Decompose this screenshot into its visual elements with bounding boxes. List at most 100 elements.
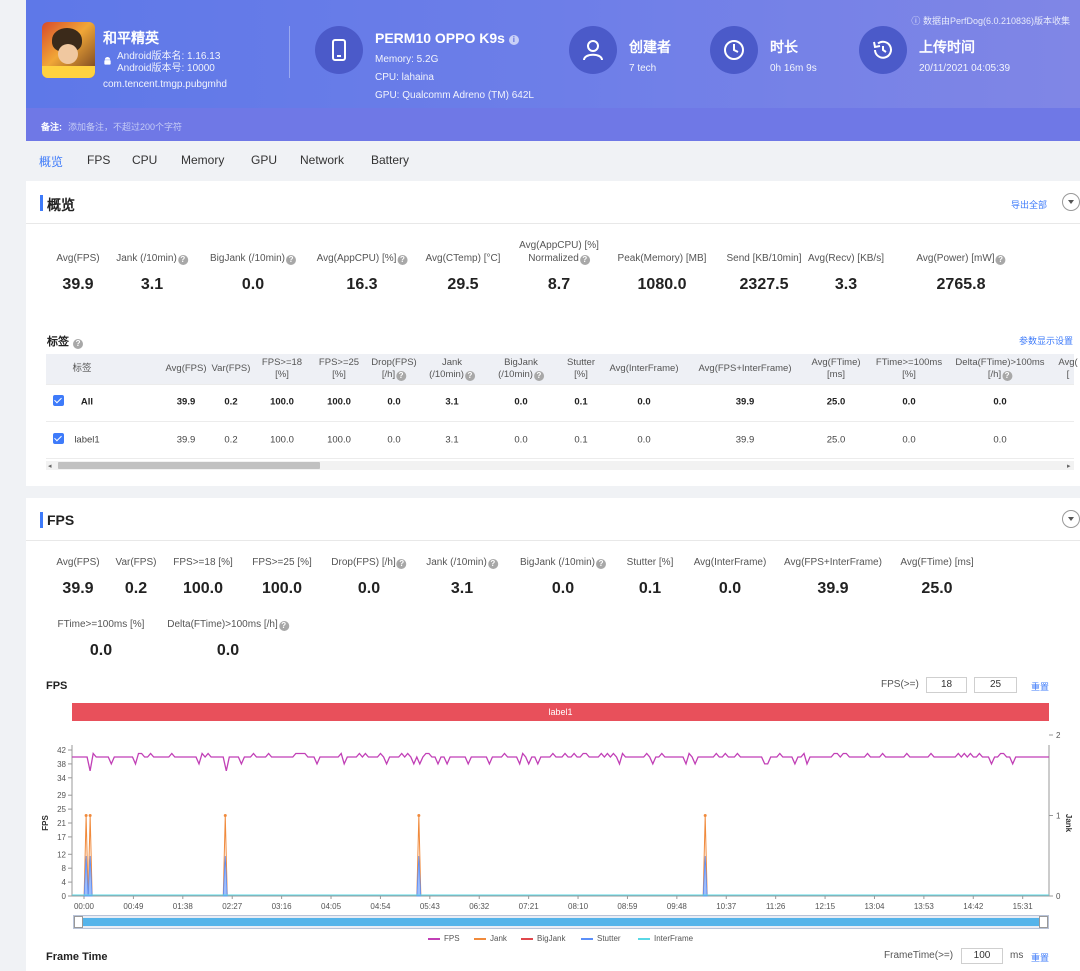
table-cell: 39.9: [176, 434, 196, 446]
help-icon[interactable]: ?: [396, 371, 407, 381]
info-icon: ⓘ: [911, 16, 921, 26]
metric-label-text: Jank (/10min): [426, 557, 487, 568]
metric-label-text: Stutter [%]: [626, 557, 674, 568]
help-icon[interactable]: ?: [177, 255, 188, 265]
fps-series-line: [72, 752, 1049, 772]
x-tick-label: 13:53: [914, 902, 935, 911]
header-divider: [289, 26, 290, 78]
range-handle-left[interactable]: [74, 916, 83, 928]
export-all-link[interactable]: 导出全部: [1011, 200, 1048, 210]
android-version-name: Android版本名: 1.16.13: [117, 51, 221, 62]
overview-metric-value: 29.5: [447, 276, 479, 293]
user-icon: [583, 40, 603, 61]
fps-metric-label: Delta(FTime)>100ms [/h]?: [167, 618, 289, 631]
table-cell: 0.2: [224, 396, 238, 408]
tab-battery[interactable]: Battery: [371, 153, 410, 167]
legend-label: FPS: [444, 934, 460, 943]
x-tick-label: 07:21: [519, 902, 540, 911]
fps-threshold-1-input[interactable]: 18: [926, 677, 967, 693]
x-tick-label: 02:27: [222, 902, 243, 911]
metric-label-text: Delta(FTime)>100ms [/h]: [167, 619, 278, 630]
stutter-spike: [83, 855, 89, 897]
tab-memory[interactable]: Memory: [181, 153, 225, 167]
label-segment-bar[interactable]: label1: [72, 703, 1049, 721]
table-scrollbar[interactable]: [46, 461, 1074, 470]
column-header-text: Drop(FPS): [371, 357, 417, 368]
table-header: [46, 354, 1074, 384]
table-column-header: Avg(FTime) [ms]: [811, 357, 860, 381]
time-range-slider[interactable]: [73, 915, 1049, 929]
tab-fps[interactable]: FPS: [87, 153, 111, 167]
card-divider: [26, 223, 1080, 224]
remark-input[interactable]: 添加备注，不超过200个字符: [68, 122, 183, 132]
table-cell: 100.0: [327, 434, 351, 446]
table-cell: 0.0: [387, 434, 401, 446]
fps-metric-value: 0.0: [216, 642, 240, 659]
param-settings-link[interactable]: 参数显示设置: [1019, 336, 1074, 346]
legend-item[interactable]: FPS: [428, 934, 460, 943]
tab-cpu[interactable]: CPU: [132, 153, 158, 167]
table-scrollbar-thumb[interactable]: [58, 462, 320, 469]
collapse-fps-button[interactable]: [1062, 510, 1080, 528]
tab-gpu[interactable]: GPU: [251, 153, 278, 167]
legend-item[interactable]: Stutter: [581, 934, 621, 943]
help-icon[interactable]: ?: [286, 255, 297, 265]
help-icon[interactable]: ?: [995, 255, 1006, 265]
range-selection[interactable]: [83, 918, 1039, 926]
stutter-spike: [416, 855, 422, 897]
range-handle-right[interactable]: [1039, 916, 1048, 928]
fps-metric-label: Avg(FPS+InterFrame): [784, 556, 882, 569]
frame-time-reset-link[interactable]: 重置: [1031, 953, 1050, 963]
row-checkbox[interactable]: [53, 395, 64, 406]
stutter-spike: [222, 855, 228, 897]
tab-network[interactable]: Network: [300, 153, 345, 167]
legend-item[interactable]: InterFrame: [638, 934, 693, 943]
creator-title: 创建者: [629, 39, 671, 55]
help-icon[interactable]: ?: [533, 371, 544, 381]
table-cell: 100.0: [270, 396, 294, 408]
column-header-text: [%]: [902, 369, 916, 380]
fps-title: FPS: [47, 512, 75, 528]
help-icon[interactable]: ?: [397, 255, 408, 265]
legend-item[interactable]: BigJank: [521, 934, 565, 943]
help-icon[interactable]: ?: [278, 621, 289, 631]
help-icon[interactable]: ?: [396, 559, 407, 569]
help-icon[interactable]: ?: [1002, 371, 1013, 381]
fps-metric-value: 3.1: [450, 580, 474, 597]
fps-reset-link[interactable]: 重置: [1031, 682, 1050, 692]
column-header-text: [%]: [275, 369, 289, 380]
legend-item[interactable]: Jank: [474, 934, 507, 943]
table-cell: 100.0: [327, 396, 351, 408]
row-checkbox[interactable]: [53, 433, 64, 444]
help-icon[interactable]: ?: [464, 371, 475, 381]
row-label-name: All: [80, 396, 94, 408]
help-icon[interactable]: ?: [487, 559, 498, 569]
help-icon[interactable]: ?: [579, 255, 590, 265]
title-accent: [40, 512, 43, 528]
fps-metric-value: 25.0: [921, 580, 953, 597]
table-column-header: FTime>=100ms [%]: [876, 357, 942, 381]
metric-label-text: Avg(FPS): [56, 253, 100, 264]
column-header-text: Var(FPS): [211, 363, 251, 374]
y-axis-label: FPS: [41, 815, 50, 831]
x-tick-label: 15:31: [1013, 902, 1034, 911]
phone-icon-circle: [315, 26, 363, 74]
help-icon[interactable]: ?: [596, 559, 607, 569]
y-tick-label: 29: [57, 791, 66, 800]
app-icon: [42, 22, 95, 78]
y-tick-label: 21: [57, 819, 66, 828]
column-header-text: [/h]: [987, 369, 1002, 380]
collapse-overview-button[interactable]: [1062, 193, 1080, 211]
overview-metric-label: Peak(Memory) [MB]: [618, 252, 707, 265]
metric-label-text: Avg(FPS): [56, 557, 100, 568]
scroll-right-icon[interactable]: ▸: [1067, 463, 1071, 470]
help-icon[interactable]: ?: [73, 339, 84, 349]
device-info-icon[interactable]: i: [508, 35, 519, 45]
fps-threshold-2-input[interactable]: 25: [974, 677, 1017, 693]
metric-label-text: BigJank (/10min): [519, 557, 596, 568]
x-tick-label: 11:26: [766, 902, 786, 911]
tab-overview[interactable]: 概览: [39, 155, 64, 169]
frame-time-threshold-input[interactable]: 100: [961, 948, 1003, 964]
scroll-left-icon[interactable]: ◂: [48, 463, 52, 470]
